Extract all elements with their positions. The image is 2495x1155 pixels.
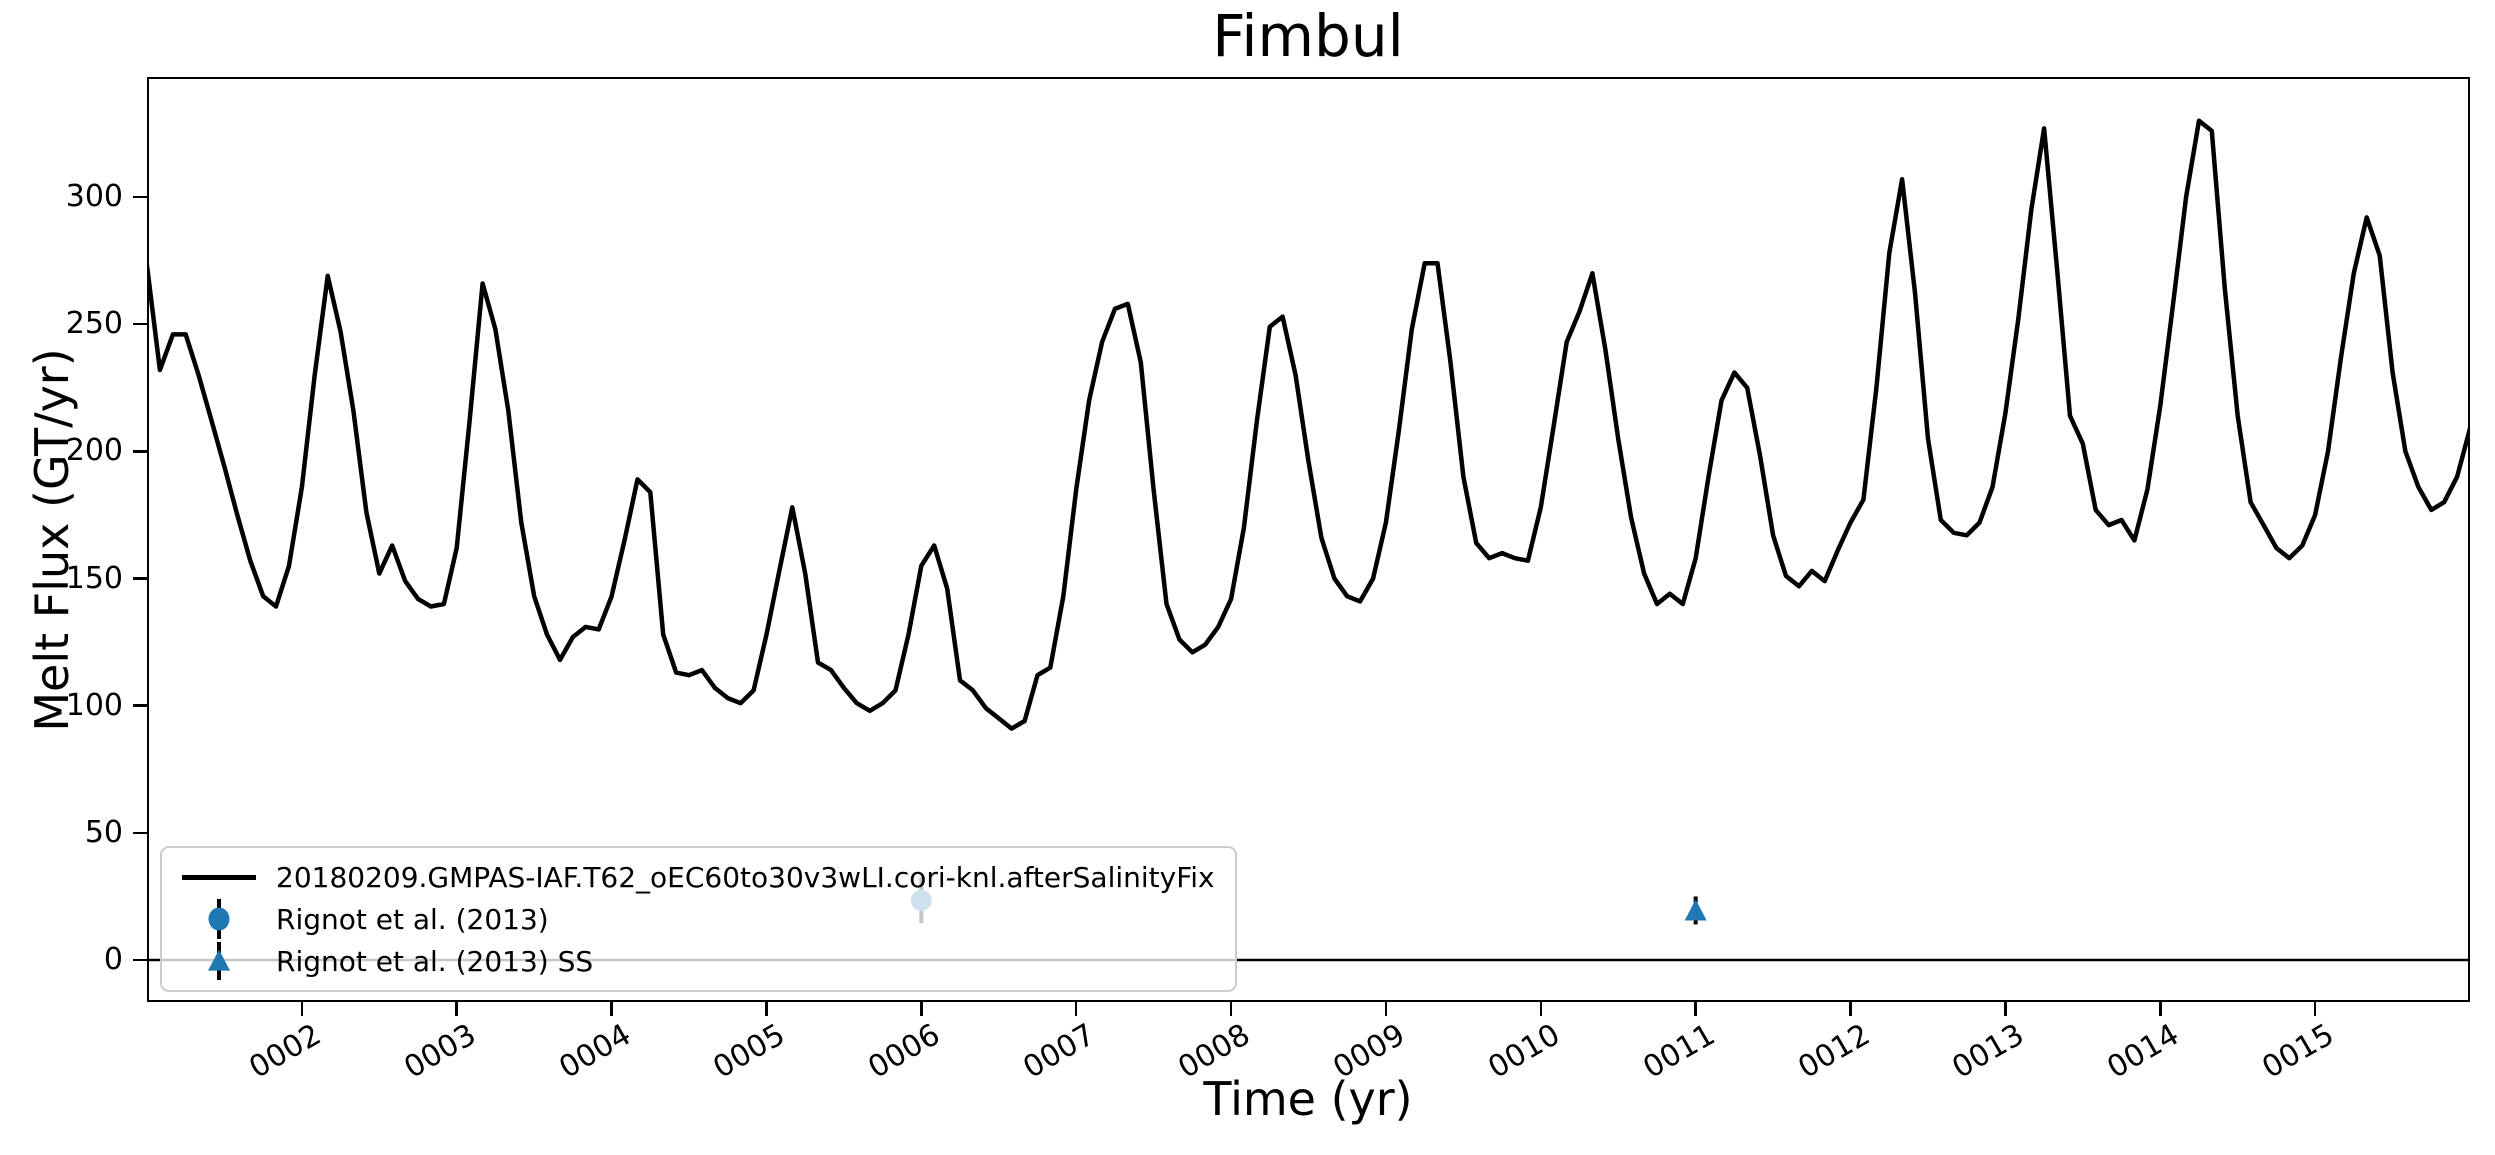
x-tick-mark (455, 1002, 458, 1016)
chart-title: Fimbul (1212, 2, 1404, 70)
x-tick-mark (610, 1002, 613, 1016)
y-tick-mark (133, 831, 147, 835)
legend-line-swatch (182, 874, 256, 880)
y-tick-label: 0 (103, 942, 123, 978)
plot-area (147, 77, 2470, 1002)
circle-marker-icon (208, 907, 230, 931)
y-tick-label: 200 (65, 433, 123, 469)
x-tick-mark (920, 1002, 923, 1016)
x-tick-mark (1384, 1002, 1388, 1016)
y-tick-label: 150 (65, 560, 123, 596)
legend-entry-rignot: Rignot et al. (2013) (182, 898, 1215, 940)
x-tick-mark (300, 1002, 304, 1016)
y-tick-label: 250 (65, 306, 123, 342)
y-tick-mark (133, 322, 147, 326)
legend-entry-model: 20180209.GMPAS-IAF.T62_oEC60to30v3wLI.co… (182, 856, 1215, 898)
x-axis-label: Time (yr) (1203, 1072, 1413, 1126)
x-tick-mark (1074, 1002, 1078, 1016)
x-tick-mark (1229, 1002, 1233, 1016)
y-tick-mark (133, 450, 147, 453)
y-tick-label: 50 (84, 814, 123, 850)
triangle-marker-icon (208, 949, 230, 971)
y-tick-mark (133, 958, 147, 962)
legend-label-model: 20180209.GMPAS-IAF.T62_oEC60to30v3wLI.co… (276, 860, 1215, 894)
melt-flux-line (147, 118, 2470, 731)
legend-label-rignot: Rignot et al. (2013) (276, 902, 549, 936)
y-tick-label: 300 (65, 179, 123, 215)
x-tick-mark (1539, 1002, 1543, 1016)
rignot-ss-triangle-marker (1684, 899, 1707, 921)
y-tick-mark (133, 577, 147, 580)
x-tick-mark (1849, 1002, 1852, 1016)
chart-legend: 20180209.GMPAS-IAF.T62_oEC60to30v3wLI.co… (160, 846, 1237, 992)
x-tick-mark (765, 1002, 768, 1016)
x-tick-mark (2313, 1002, 2317, 1016)
y-axis-label: Melt Flux (GT/yr) (25, 348, 79, 732)
x-tick-mark (2004, 1002, 2007, 1016)
line-sample-icon (182, 874, 256, 880)
x-tick-mark (2159, 1002, 2162, 1016)
legend-entry-rignot-ss: Rignot et al. (2013) SS (182, 940, 1215, 982)
y-tick-label: 100 (65, 687, 123, 723)
y-tick-mark (133, 195, 147, 199)
y-tick-mark (133, 704, 147, 707)
x-tick-mark (1694, 1002, 1697, 1016)
legend-label-rignot-ss: Rignot et al. (2013) SS (276, 944, 594, 978)
